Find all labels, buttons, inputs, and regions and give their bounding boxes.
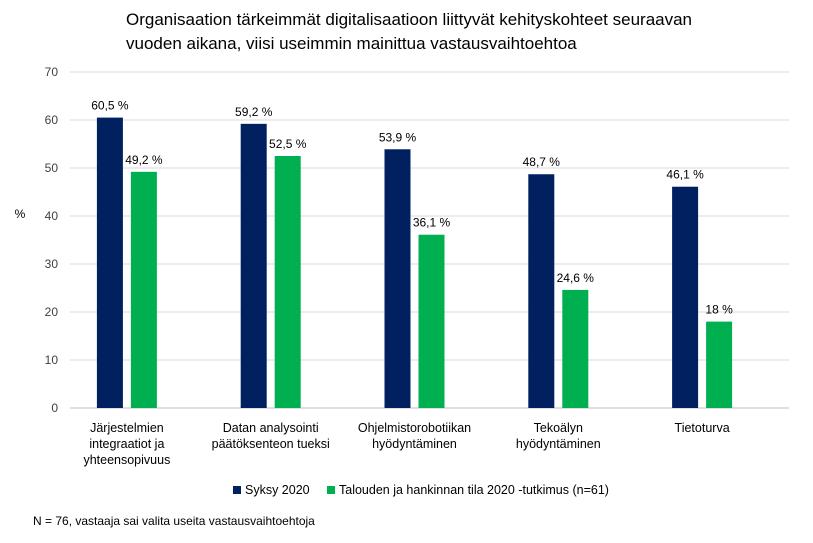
category-label: hyödyntäminen (372, 437, 457, 451)
category-label: yhteensopivuus (83, 453, 170, 467)
bar-talouden-tila-2020 (562, 289, 589, 408)
legend: Syksy 2020 Talouden ja hankinnan tila 202… (233, 483, 609, 497)
bar-syksy-2020 (96, 117, 123, 408)
bar-talouden-tila-2020 (130, 171, 157, 408)
bar-talouden-tila-2020 (706, 321, 733, 408)
legend-swatch (327, 486, 335, 494)
data-label: 53,9 % (379, 130, 417, 144)
gridlines (70, 71, 789, 409)
y-axis-label: % (15, 207, 26, 221)
y-tick-label: 70 (45, 65, 59, 79)
chart-title: Organisaation tärkeimmät digitalisaatioo… (126, 8, 766, 56)
category-label: Ohjelmistorobotiikan (358, 421, 471, 435)
y-tick-label: 60 (45, 113, 59, 127)
bar-syksy-2020 (672, 186, 699, 408)
category-label: päätöksenteon tueksi (212, 437, 330, 451)
bar-syksy-2020 (240, 123, 267, 408)
legend-swatch (233, 486, 241, 494)
chart-title-line-2: vuoden aikana, viisi useimmin mainittua … (126, 34, 577, 53)
y-tick-label: 10 (45, 353, 59, 367)
bar-talouden-tila-2020 (274, 156, 301, 408)
x-axis-categories: Järjestelmien integraatiot ja yhteensopivu… (83, 421, 729, 467)
data-labels: 60,5 % 49,2 % 59,2 % 52,5 % 53,9 % 36,1 % 48,7… (91, 99, 733, 317)
category-label: Järjestelmien (90, 421, 164, 435)
data-label: 24,6 % (557, 271, 595, 285)
category-label: Tietoturva (675, 421, 730, 435)
y-axis: 0 10 20 30 40 50 60 70 (45, 65, 59, 415)
y-tick-label: 50 (45, 161, 59, 175)
category-label: integraatiot ja (89, 437, 164, 451)
bars (96, 117, 733, 408)
category-label: Datan analysointi (223, 421, 319, 435)
category-label: Tekoälyn (534, 421, 583, 435)
data-label: 36,1 % (413, 216, 451, 230)
data-label: 59,2 % (235, 105, 273, 119)
chart-title-line-1: Organisaation tärkeimmät digitalisaatioo… (126, 10, 693, 29)
data-label: 60,5 % (91, 99, 129, 113)
bar-talouden-tila-2020 (418, 234, 445, 408)
y-tick-label: 20 (45, 305, 59, 319)
y-tick-label: 40 (45, 209, 59, 223)
data-label: 52,5 % (269, 137, 307, 151)
y-tick-label: 30 (45, 257, 59, 271)
bar-syksy-2020 (528, 174, 555, 408)
y-tick-label: 0 (51, 401, 58, 415)
data-label: 18 % (705, 303, 733, 317)
category-label: hyödyntäminen (516, 437, 601, 451)
legend-label: Syksy 2020 (245, 483, 310, 497)
data-label: 49,2 % (125, 153, 163, 167)
bar-syksy-2020 (384, 149, 411, 408)
data-label: 46,1 % (666, 168, 704, 182)
data-label: 48,7 % (523, 155, 561, 169)
footnote: N = 76, vastaaja sai valita useita vasta… (33, 514, 315, 528)
legend-label: Talouden ja hankinnan tila 2020 -tutkimu… (339, 483, 609, 497)
